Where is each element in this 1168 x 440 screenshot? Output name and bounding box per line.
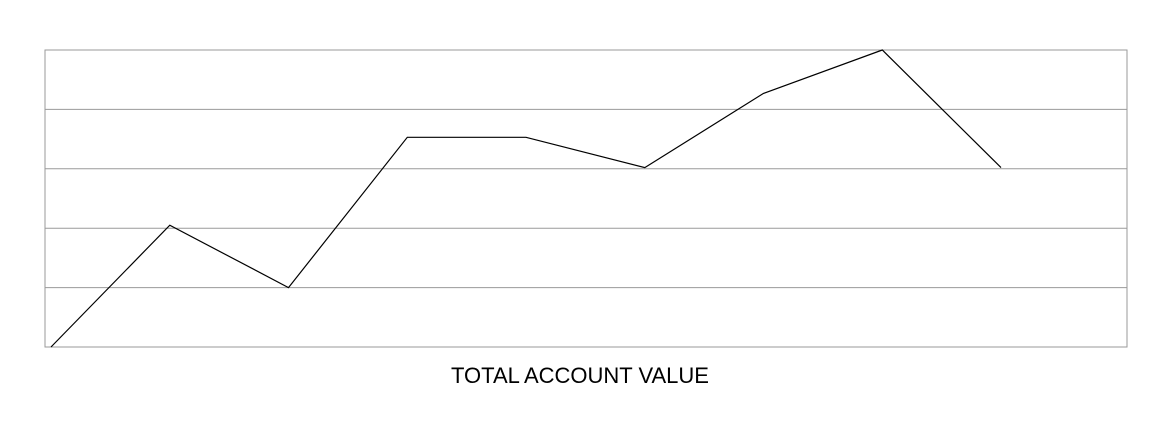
series-line <box>50 49 1002 348</box>
grid-layer <box>45 108 1127 289</box>
chart-title: TOTAL ACCOUNT VALUE <box>451 363 709 388</box>
plot-frame <box>44 49 1128 348</box>
series-layer <box>50 49 1002 348</box>
